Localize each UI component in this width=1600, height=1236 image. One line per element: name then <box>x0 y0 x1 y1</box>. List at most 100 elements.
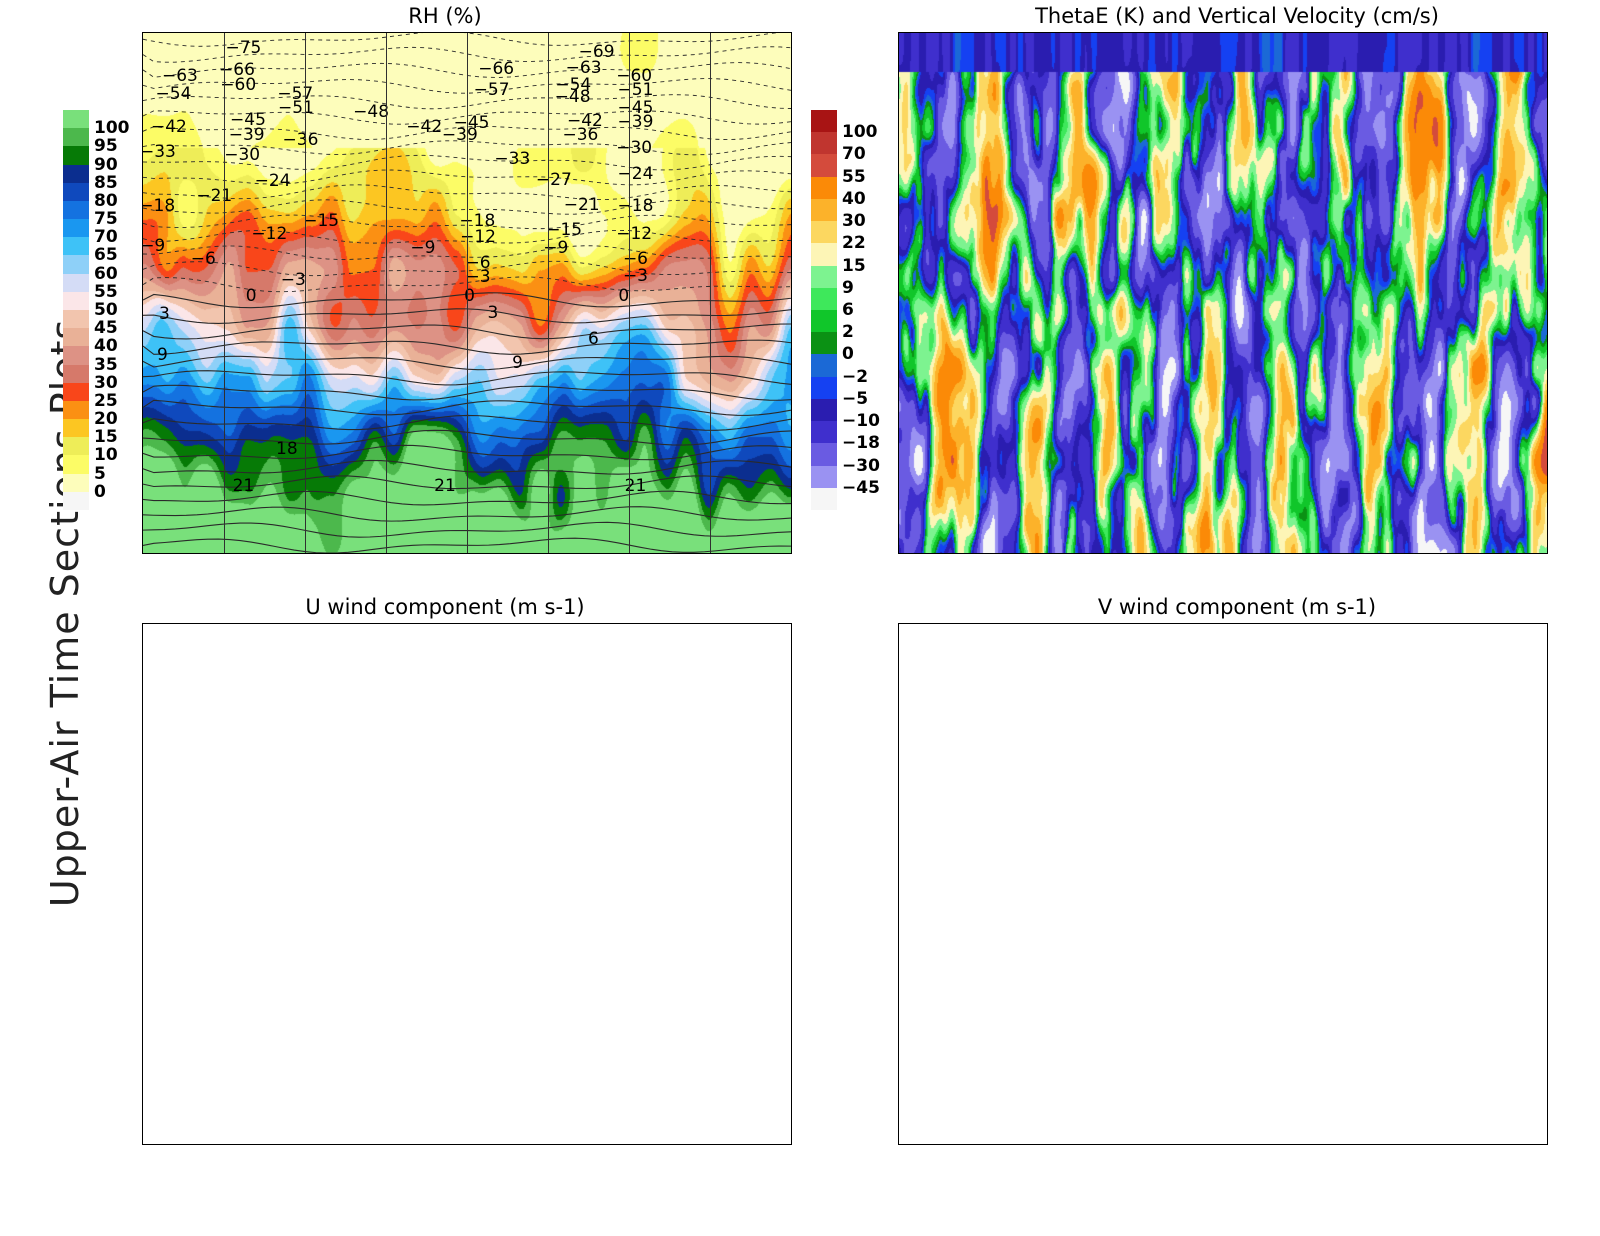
contour-value-label: −9 <box>142 236 166 257</box>
colorbar-label: −45 <box>842 477 880 498</box>
contour-value-label: −39 <box>228 124 265 145</box>
contour-value-label: −3 <box>622 266 648 287</box>
contour-value-label: −15 <box>546 219 583 240</box>
y-axis-tick <box>142 380 143 381</box>
panel-vwind: V wind component (m s-1) <box>808 595 1596 1195</box>
contour-value-label: −48 <box>353 102 390 123</box>
colorbar-label: −30 <box>842 455 880 476</box>
x-axis-tick <box>224 553 225 554</box>
time-gridline <box>467 33 468 553</box>
colorbar-swatch <box>811 110 837 133</box>
colorbar-label: 35 <box>94 354 118 375</box>
colorbar-label: −5 <box>842 388 869 409</box>
colorbar-label: 30 <box>94 372 118 393</box>
colorbar-label: 70 <box>94 227 118 248</box>
v-wind-colorbar <box>811 701 881 1101</box>
y-axis-tick <box>142 495 143 496</box>
y-axis-minor-tick <box>142 120 143 121</box>
contour-value-label: −54 <box>555 75 592 95</box>
colorbar-label: 22 <box>842 233 866 254</box>
contour-value-label: −45 <box>617 98 654 119</box>
colorbar-label: 9 <box>842 277 854 298</box>
y-axis-tick <box>142 206 143 207</box>
colorbar-swatch <box>63 291 89 311</box>
contour-value-label: 21 <box>624 476 647 497</box>
colorbar-label: 45 <box>94 318 118 339</box>
colorbar-swatch <box>811 421 837 444</box>
time-gridline <box>629 33 630 553</box>
colorbar-label: 70 <box>842 144 866 165</box>
colorbar-label: 40 <box>842 188 866 209</box>
y-axis-tick <box>142 33 143 34</box>
y-axis-tick <box>142 264 143 265</box>
contour-value-label: 18 <box>276 439 298 459</box>
colorbar-swatch <box>811 287 837 311</box>
contour-value-label: 0 <box>464 285 475 306</box>
y-axis-minor-tick <box>142 466 143 467</box>
colorbar-swatch <box>63 364 89 384</box>
contour-value-label: −75 <box>225 37 262 58</box>
colorbar-swatch <box>63 328 89 347</box>
colorbar-swatch <box>63 346 89 366</box>
colorbar-swatch <box>811 154 837 178</box>
colorbar-label: 15 <box>842 255 866 276</box>
colorbar-swatch <box>811 198 837 222</box>
contour-value-label: −21 <box>563 194 600 215</box>
colorbar-label: 95 <box>94 136 118 157</box>
colorbar-swatch <box>63 491 89 510</box>
colorbar-swatch <box>811 221 837 244</box>
colorbar-swatch <box>63 182 89 202</box>
colorbar-label: 85 <box>94 172 118 193</box>
x-axis-tick <box>548 553 549 554</box>
colorbar-swatch <box>811 487 837 510</box>
colorbar-label: 6 <box>842 300 854 320</box>
colorbar-label: −2 <box>842 366 869 387</box>
contour-value-label: −33 <box>142 141 176 162</box>
contour-value-label: −36 <box>282 129 319 150</box>
colorbar-label: 15 <box>94 427 118 448</box>
contour-value-label: −24 <box>254 171 291 192</box>
x-axis-tick <box>143 553 144 554</box>
y-axis-tick <box>142 553 143 554</box>
rh-colorbar: 100 95 90 85 80 75 70 65 60 55 50 45 40 35 30 25 20 15 10 5… <box>63 110 133 510</box>
colorbar-label: 90 <box>94 154 118 175</box>
contour-value-label: −33 <box>494 149 531 170</box>
contour-value-label: −51 <box>277 98 314 119</box>
colorbar-swatch <box>63 310 89 329</box>
colorbar-label: 2 <box>842 322 854 343</box>
time-gridline <box>386 33 387 553</box>
colorbar-swatch <box>63 473 89 493</box>
contour-value-label: 0 <box>618 285 630 306</box>
colorbar-swatch <box>63 200 89 220</box>
y-axis-minor-tick <box>142 235 143 236</box>
time-gridline <box>224 33 225 553</box>
colorbar-label: 30 <box>842 211 866 232</box>
contour-value-label: −66 <box>219 60 255 81</box>
x-axis-tick <box>386 553 387 554</box>
contour-value-label: −42 <box>406 117 443 138</box>
contour-value-label: −66 <box>478 59 515 80</box>
contour-value-label: −21 <box>196 185 233 206</box>
colorbar-swatch <box>811 398 837 422</box>
x-axis-tick <box>305 553 306 554</box>
contour-value-label: 21 <box>434 476 456 497</box>
panel-vwind-title: V wind component (m s-1) <box>1097 595 1377 619</box>
contour-value-label: −12 <box>460 227 496 248</box>
colorbar-swatch <box>811 332 837 356</box>
colorbar-swatch <box>811 176 837 200</box>
contour-value-label: −48 <box>554 86 591 107</box>
colorbar-label: 0 <box>842 344 854 365</box>
colorbar-label: 55 <box>94 281 118 302</box>
colorbar-swatch <box>63 455 89 475</box>
uwind-plot-area <box>142 623 792 1145</box>
contour-value-label: −45 <box>230 110 266 131</box>
contour-value-label: −18 <box>142 195 176 216</box>
panel-rh-title: RH (%) <box>408 4 482 28</box>
colorbar-label: 25 <box>94 390 118 411</box>
contour-value-label: −69 <box>578 42 615 63</box>
colorbar-swatch <box>63 382 89 402</box>
colorbar-swatch <box>811 132 837 156</box>
contour-value-label: 9 <box>512 352 523 373</box>
x-axis-tick <box>791 553 792 554</box>
y-axis-minor-tick <box>142 177 143 178</box>
